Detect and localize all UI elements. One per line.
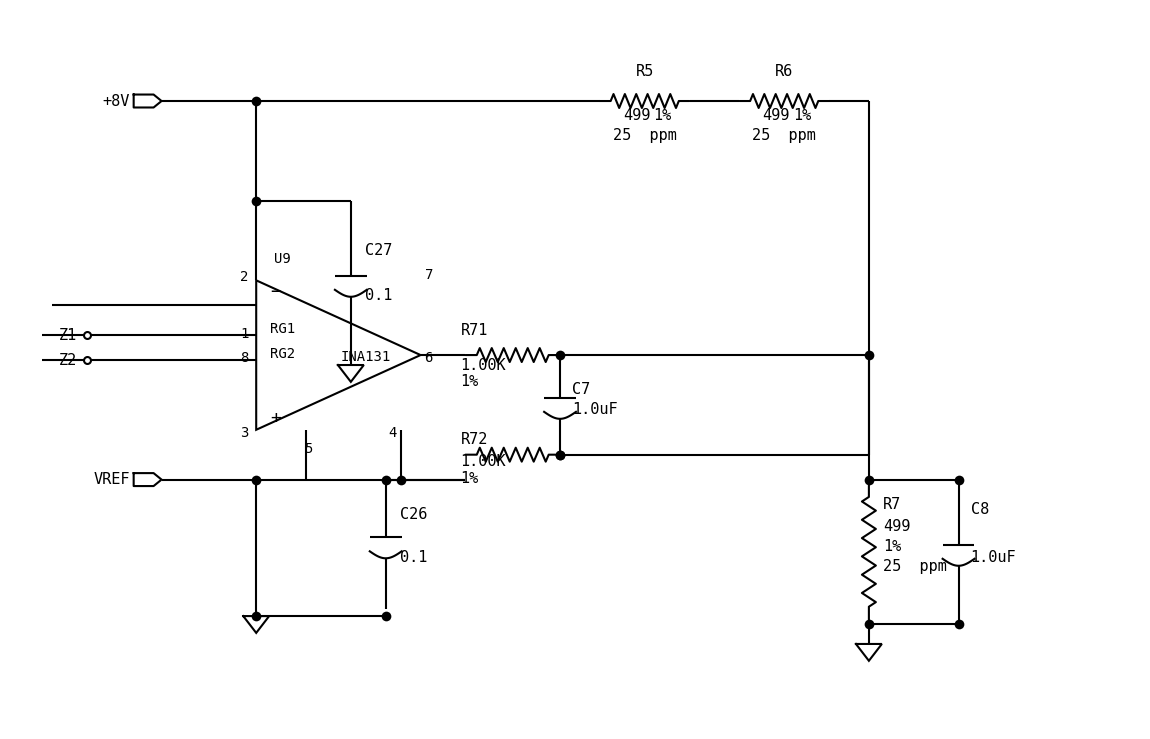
Text: 1%: 1%: [653, 109, 672, 123]
Text: −: −: [270, 283, 282, 302]
Text: U9: U9: [274, 253, 291, 266]
Text: 8: 8: [240, 351, 248, 365]
Text: 4: 4: [389, 426, 397, 440]
Text: R6: R6: [775, 64, 793, 78]
Text: 0.1: 0.1: [365, 287, 392, 303]
Text: 1.0uF: 1.0uF: [971, 550, 1017, 565]
Text: 25  ppm: 25 ppm: [752, 129, 816, 143]
Text: 1%: 1%: [883, 539, 902, 554]
Text: Z1: Z1: [59, 327, 77, 343]
Text: +8V: +8V: [102, 94, 130, 109]
Text: R5: R5: [636, 64, 654, 78]
Text: C7: C7: [572, 382, 590, 398]
Text: 499: 499: [883, 519, 910, 534]
Text: 7: 7: [424, 268, 432, 282]
Text: 1%: 1%: [793, 109, 811, 123]
Text: +: +: [270, 409, 282, 427]
Text: INA131: INA131: [340, 350, 391, 364]
Text: R71: R71: [460, 323, 488, 338]
Text: C27: C27: [365, 243, 392, 258]
Text: 499: 499: [762, 109, 790, 123]
Text: 1.00K: 1.00K: [460, 358, 506, 372]
Text: 1%: 1%: [460, 471, 478, 486]
Text: R7: R7: [883, 497, 902, 512]
Polygon shape: [133, 95, 161, 107]
Text: 5: 5: [304, 442, 312, 456]
Polygon shape: [133, 473, 161, 486]
Text: RG2: RG2: [270, 347, 296, 361]
Text: 25  ppm: 25 ppm: [883, 559, 946, 573]
Text: VREF: VREF: [93, 472, 130, 487]
Text: 0.1: 0.1: [400, 550, 427, 565]
Text: 1%: 1%: [460, 375, 478, 389]
Text: 25  ppm: 25 ppm: [613, 129, 676, 143]
Text: 1.0uF: 1.0uF: [572, 402, 618, 418]
Text: 3: 3: [240, 426, 248, 440]
Text: 1.00K: 1.00K: [460, 454, 506, 469]
Text: C8: C8: [971, 502, 989, 517]
Text: Z2: Z2: [59, 353, 77, 367]
Text: 1: 1: [240, 327, 248, 341]
Text: 2: 2: [240, 270, 248, 285]
Text: 499: 499: [623, 109, 651, 123]
Text: 6: 6: [424, 351, 432, 365]
Text: R72: R72: [460, 432, 488, 447]
Text: C26: C26: [400, 507, 427, 522]
Text: RG1: RG1: [270, 322, 296, 336]
